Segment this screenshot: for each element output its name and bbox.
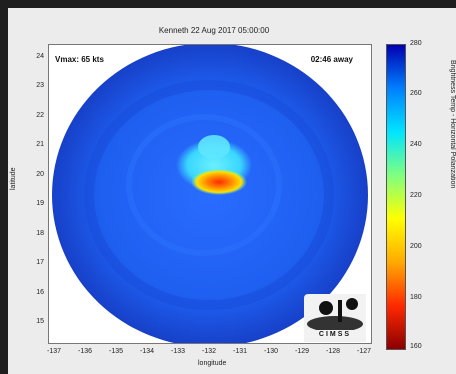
x-axis-label: longitude [198, 360, 227, 367]
colorbar-tick-label: 280 [410, 40, 422, 47]
vmax-label: Vmax: 65 kts [55, 55, 104, 64]
microwave-plot: Vmax: 65 kts 02:46 away [48, 44, 372, 344]
x-tick-label: -136 [77, 348, 92, 355]
y-tick-label: 15 [36, 318, 44, 325]
y-tick-label: 20 [36, 171, 44, 178]
colorbar-tick-label: 160 [410, 343, 422, 350]
y-tick-label: 18 [36, 230, 44, 237]
x-tick-label: -134 [139, 348, 154, 355]
y-tick-label: 23 [36, 82, 44, 89]
convective-cell [198, 135, 230, 159]
x-tick-label: -137 [46, 348, 61, 355]
y-tick-label: 24 [36, 53, 44, 60]
logo-emblem [307, 298, 363, 332]
x-tick-label: -128 [325, 348, 340, 355]
y-axis-label: latitude [10, 167, 17, 190]
rainband [84, 80, 334, 310]
x-tick-label: -127 [356, 348, 371, 355]
rainband [126, 114, 282, 256]
y-tick-label: 17 [36, 259, 44, 266]
swath-image [52, 45, 368, 343]
x-tick-label: -133 [170, 348, 185, 355]
colorbar-tick-label: 260 [410, 90, 422, 97]
colorbar [386, 44, 406, 350]
cimss-logo: CIMSS [304, 294, 366, 342]
y-tick-label: 19 [36, 200, 44, 207]
colorbar-tick-label: 180 [410, 294, 422, 301]
x-tick-label: -129 [294, 348, 309, 355]
figure-title: Kenneth 22 Aug 2017 05:00:00 [158, 26, 270, 35]
overpass-time-label: 02:46 away [310, 55, 353, 64]
x-tick-label: -130 [263, 348, 278, 355]
x-tick-label: -135 [108, 348, 123, 355]
colorbar-tick-label: 220 [410, 192, 422, 199]
y-tick-label: 16 [36, 289, 44, 296]
eyewall-core [191, 169, 247, 195]
y-tick-label: 21 [36, 141, 44, 148]
colorbar-tick-label: 200 [410, 243, 422, 250]
x-tick-label: -132 [201, 348, 216, 355]
colorbar-label: Brightness Temp - Horizontal Polarizatio… [449, 60, 456, 189]
y-tick-label: 22 [36, 112, 44, 119]
x-tick-label: -131 [232, 348, 247, 355]
colorbar-tick-label: 240 [410, 141, 422, 148]
figure-panel: Kenneth 22 Aug 2017 05:00:00 24 23 22 21… [8, 8, 456, 374]
logo-text: CIMSS [318, 331, 352, 338]
